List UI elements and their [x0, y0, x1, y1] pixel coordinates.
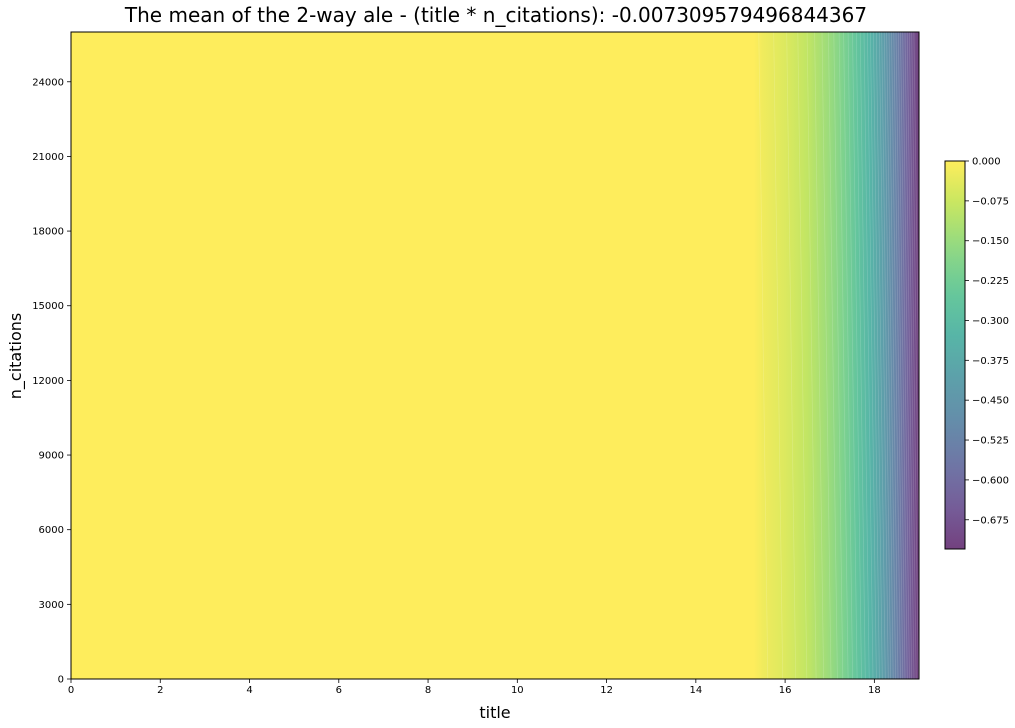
y-tick-label: 3000	[39, 600, 64, 611]
colorbar-ticks: 0.000 −0.075 −0.150 −0.225 −0.300 −0.375 −0.45…	[965, 157, 1009, 526]
contour-line	[838, 31, 849, 680]
x-axis-ticks: 0 2 4 6 8 10 12 14 16 18	[68, 679, 881, 696]
y-tick-label: 21000	[32, 152, 64, 163]
contour-line	[883, 31, 894, 680]
y-tick-label: 24000	[32, 77, 64, 88]
contour-line	[870, 31, 880, 680]
contour-line	[833, 31, 844, 680]
contour-line	[786, 31, 797, 680]
contour-line	[900, 31, 910, 680]
contour-line	[872, 31, 883, 680]
x-tick-label: 8	[425, 685, 431, 696]
contour-line	[758, 31, 769, 680]
contour-line	[797, 31, 808, 680]
contour-line	[888, 31, 899, 680]
chart-title: The mean of the 2-way ale - (title * n_c…	[124, 3, 867, 27]
contour-line	[902, 31, 913, 680]
contour-line	[886, 31, 896, 680]
colorbar-tick-label: −0.675	[972, 515, 1009, 526]
colorbar-tick-label: −0.525	[972, 436, 1009, 447]
contour-lines	[758, 31, 924, 680]
contour-line	[878, 31, 889, 680]
colorbar-tick-label: −0.600	[972, 475, 1009, 486]
contour-line	[881, 31, 892, 680]
y-tick-label: 18000	[32, 227, 64, 238]
y-tick-label: 9000	[39, 451, 64, 462]
x-axis-label: title	[479, 703, 510, 722]
x-tick-label: 2	[157, 685, 163, 696]
colorbar-tick-label: −0.225	[972, 276, 1009, 287]
x-tick-label: 6	[336, 685, 342, 696]
contour-line	[906, 31, 917, 680]
colorbar-frame	[944, 160, 966, 550]
contour-line	[897, 31, 908, 680]
contour-line	[843, 31, 853, 680]
contour-line	[891, 31, 901, 680]
contour-line	[913, 31, 924, 680]
y-tick-label: 12000	[32, 376, 64, 387]
contour-line	[875, 31, 886, 680]
colorbar-tick-label: −0.300	[972, 316, 1009, 327]
contour-line	[806, 31, 817, 680]
x-tick-label: 14	[689, 685, 702, 696]
x-tick-label: 16	[779, 685, 792, 696]
y-tick-label: 6000	[39, 525, 64, 536]
contour-line	[828, 31, 838, 680]
ale-field	[71, 32, 919, 679]
colorbar-tick-label: −0.075	[972, 196, 1009, 207]
contour-line	[863, 31, 874, 680]
x-tick-label: 10	[511, 685, 524, 696]
plot-frame	[70, 31, 920, 680]
x-tick-label: 18	[868, 685, 881, 696]
contour-line	[821, 31, 832, 680]
contour-line	[855, 31, 866, 680]
colorbar-tick-label: −0.450	[972, 396, 1009, 407]
contour-line	[814, 31, 824, 680]
colorbar-tick-label: −0.375	[972, 356, 1009, 367]
contour-line	[773, 31, 784, 680]
y-tick-label: 0	[58, 675, 64, 686]
x-tick-label: 4	[246, 685, 252, 696]
y-tick-label: 15000	[32, 301, 64, 312]
contour-line	[852, 31, 862, 680]
colorbar-tick-label: −0.150	[972, 236, 1009, 247]
contour-line	[859, 31, 870, 680]
colorbar-tick-label: 0.000	[972, 157, 1001, 168]
x-tick-label: 0	[68, 685, 74, 696]
x-tick-label: 12	[600, 685, 613, 696]
y-axis-ticks: 0 3000 6000 9000 12000 15000 18000 21000 24000	[32, 77, 71, 686]
contour-line	[893, 31, 904, 680]
contour-line	[909, 31, 919, 680]
contour-line	[904, 31, 915, 680]
contour-line	[867, 31, 877, 680]
y-axis-label: n_citations	[6, 313, 26, 399]
colorbar	[945, 161, 965, 549]
contour-line	[895, 31, 906, 680]
contour-line	[847, 31, 858, 680]
